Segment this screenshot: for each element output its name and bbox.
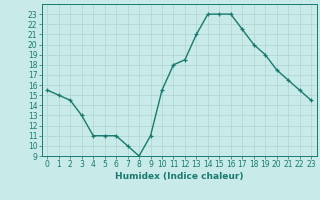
X-axis label: Humidex (Indice chaleur): Humidex (Indice chaleur) <box>115 172 244 181</box>
